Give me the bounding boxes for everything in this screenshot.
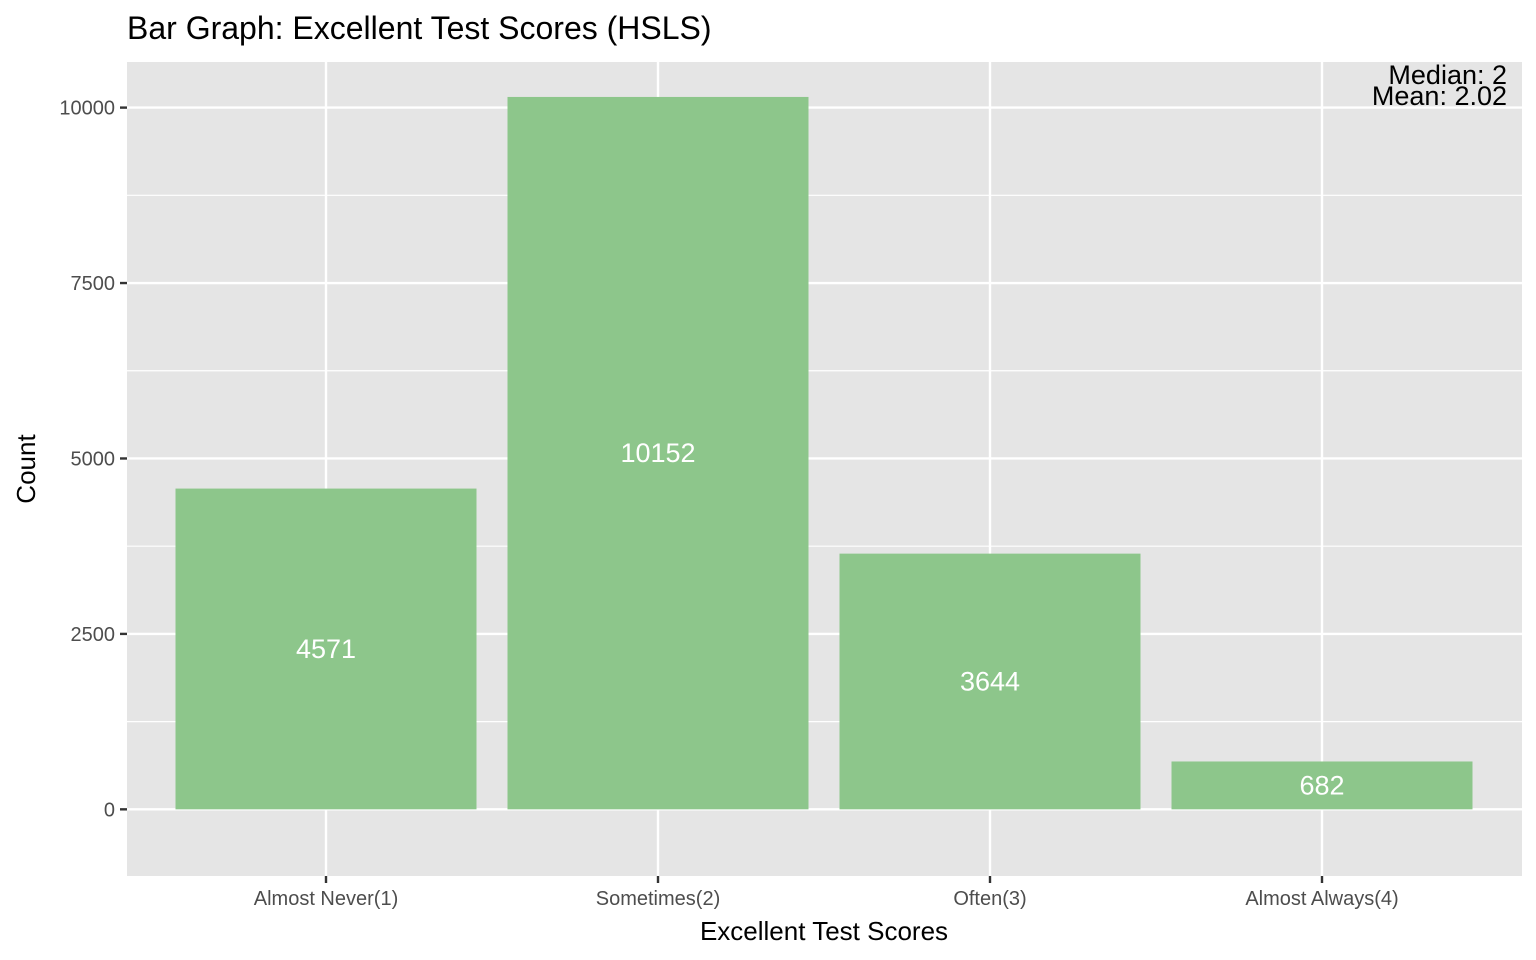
y-axis: 0 2500 5000 7500 10000 [59, 98, 127, 821]
bar [507, 96, 809, 810]
mean-annotation: Mean: 2.02 [1372, 81, 1507, 111]
chart-title: Bar Graph: Excellent Test Scores (HSLS) [127, 10, 712, 46]
y-tick-label: 10000 [59, 98, 115, 120]
bar [1171, 761, 1473, 810]
median-annotation: Median: 2 [1388, 60, 1507, 90]
x-tick-label: Sometimes(2) [596, 888, 720, 910]
x-axis-title: Excellent Test Scores [700, 916, 948, 946]
y-tick-label: 7500 [71, 273, 116, 295]
bar-value-label: 4571 [296, 634, 356, 664]
x-axis: Almost Never(1) Sometimes(2) Often(3) Almos… [254, 876, 1399, 910]
bar-value-label: 682 [1299, 770, 1344, 800]
x-tick-label: Often(3) [953, 888, 1026, 910]
x-tick-label: Almost Never(1) [254, 888, 398, 910]
y-tick-label: 5000 [71, 448, 116, 470]
y-axis-title: Count [11, 434, 41, 504]
bar-value-label: 10152 [620, 438, 695, 468]
bars [175, 96, 1473, 810]
bar [839, 553, 1141, 810]
bar [175, 488, 477, 810]
bar-value-label: 3644 [960, 666, 1020, 696]
x-tick-label: Almost Always(4) [1245, 888, 1398, 910]
bar-value-labels: 4571 10152 3644 682 [296, 438, 1345, 800]
y-tick-label: 2500 [71, 624, 116, 646]
y-tick-label: 0 [104, 799, 115, 821]
